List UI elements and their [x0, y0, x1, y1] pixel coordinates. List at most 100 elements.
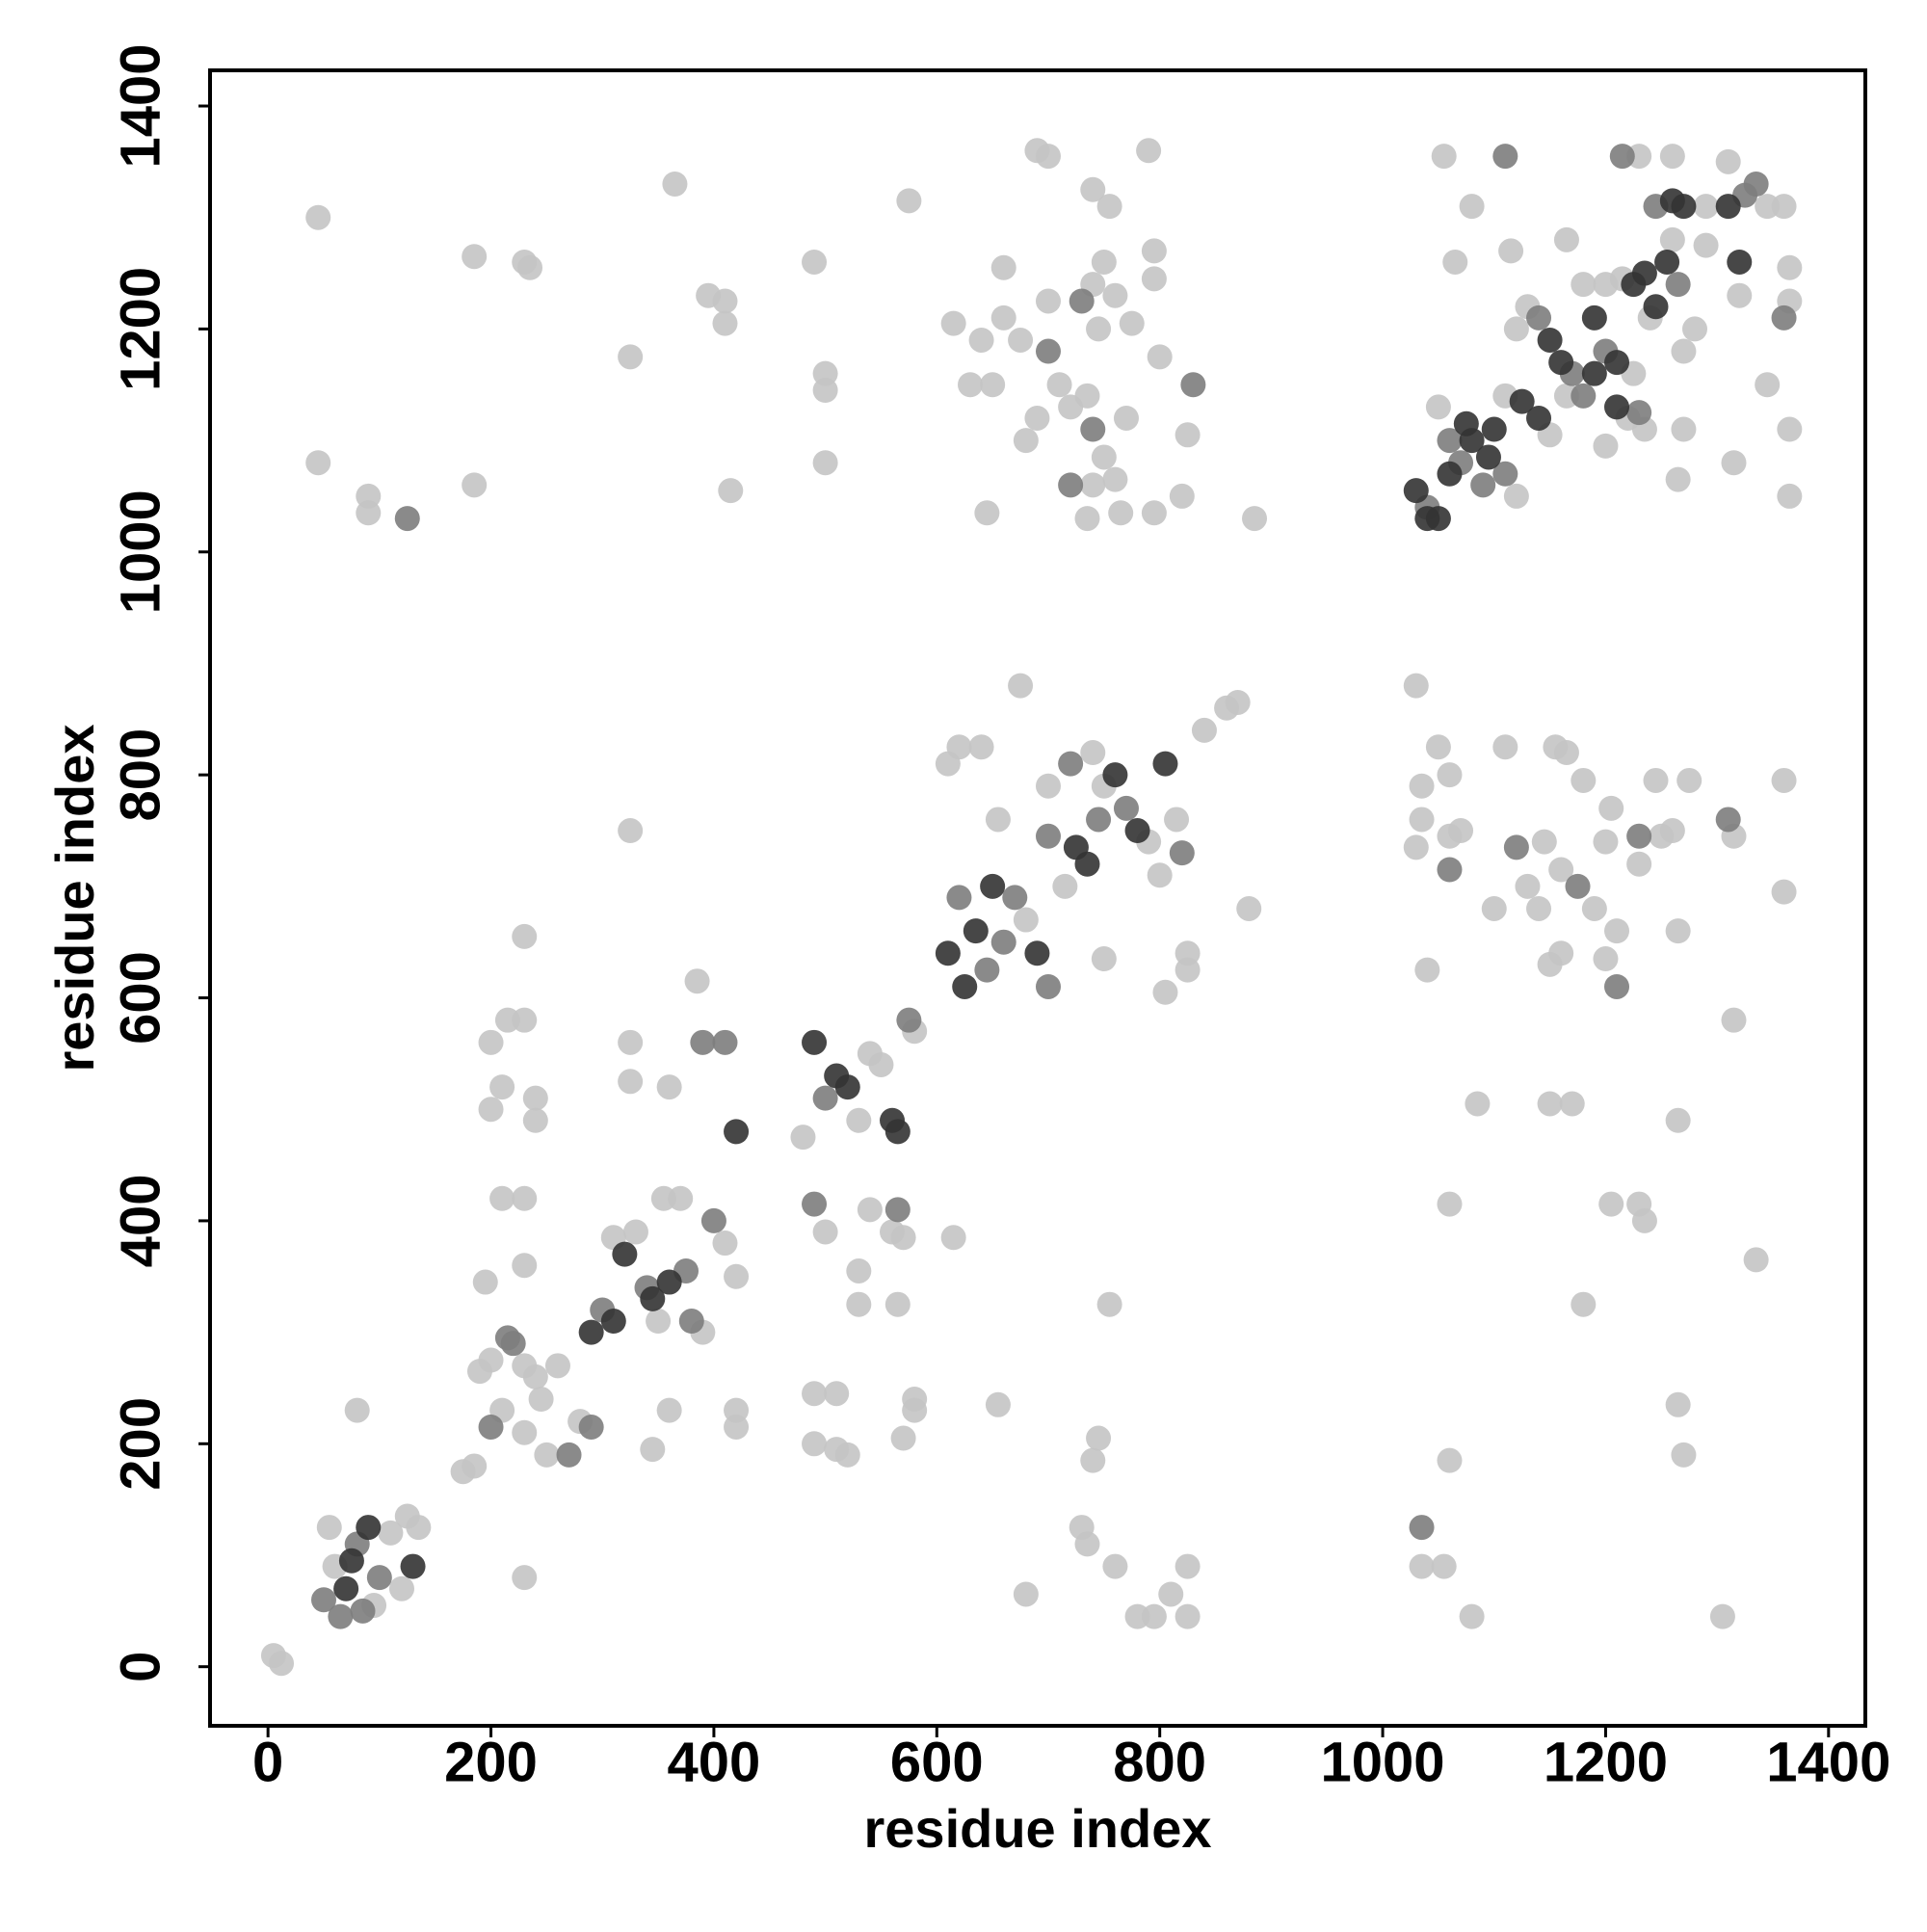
point [1175, 1553, 1201, 1579]
point [1069, 288, 1095, 314]
point [1403, 673, 1429, 699]
point [612, 1241, 638, 1267]
point [1414, 506, 1440, 532]
point [802, 1191, 828, 1217]
point [1086, 1425, 1112, 1451]
point [462, 472, 488, 498]
point [846, 1291, 872, 1317]
point [1609, 144, 1635, 170]
point [690, 1029, 716, 1055]
point [1013, 1581, 1039, 1607]
point [1058, 472, 1084, 498]
point [1559, 1091, 1585, 1117]
point [1437, 461, 1463, 487]
point [968, 734, 994, 760]
y-tick-label: 0 [109, 1652, 172, 1682]
point [1013, 428, 1039, 454]
point [489, 1074, 515, 1100]
point [646, 1309, 672, 1335]
point [1598, 1191, 1624, 1217]
point [1124, 1603, 1150, 1629]
point [622, 1219, 648, 1245]
point [952, 973, 978, 999]
y-axis-title: residue index [44, 724, 105, 1072]
point [1409, 807, 1435, 833]
point [1470, 472, 1496, 498]
point [958, 372, 984, 398]
point [700, 1207, 726, 1233]
point [1465, 1091, 1491, 1117]
point [1715, 807, 1741, 833]
point [1414, 957, 1440, 983]
point [890, 1425, 916, 1451]
point [985, 807, 1011, 833]
point [1492, 734, 1518, 760]
point [1553, 740, 1579, 766]
point [1531, 829, 1557, 855]
point [884, 1119, 911, 1145]
point [1169, 483, 1195, 509]
point [1492, 461, 1518, 487]
point [868, 1051, 894, 1077]
y-tick-label: 1200 [109, 267, 172, 391]
point [902, 1397, 928, 1423]
point [1727, 249, 1753, 275]
y-tick-label: 200 [109, 1397, 172, 1491]
point [940, 310, 966, 336]
point [1175, 1603, 1201, 1629]
point [1537, 1091, 1563, 1117]
point [656, 1074, 682, 1100]
point [311, 1587, 337, 1613]
point [269, 1651, 295, 1677]
point [1548, 857, 1574, 883]
point [974, 500, 1000, 526]
y-tick-label: 600 [109, 951, 172, 1045]
point [512, 1007, 538, 1033]
point [1175, 422, 1201, 448]
point [1074, 1531, 1100, 1557]
point [1715, 148, 1741, 174]
point [812, 378, 838, 404]
point [1593, 272, 1619, 298]
point [1141, 238, 1167, 264]
point [1777, 416, 1803, 442]
point [1593, 946, 1619, 972]
point [1108, 500, 1134, 526]
point [1086, 807, 1112, 833]
x-tick-label: 400 [668, 1731, 761, 1793]
point [1604, 350, 1630, 376]
point [1581, 360, 1607, 386]
point [472, 1269, 498, 1295]
y-tick-label: 1400 [109, 44, 172, 169]
point [1626, 823, 1652, 849]
point [1080, 416, 1106, 442]
point [316, 1515, 342, 1541]
point [1437, 1191, 1463, 1217]
point [1180, 372, 1206, 398]
point [1503, 316, 1529, 342]
point [1721, 1007, 1747, 1033]
point [1515, 873, 1541, 899]
point [1604, 918, 1630, 944]
point [724, 1119, 750, 1145]
point [1581, 304, 1607, 331]
point [1091, 946, 1117, 972]
point [1002, 885, 1028, 911]
point [1593, 433, 1619, 459]
point [1409, 1515, 1435, 1541]
plot-frame [208, 68, 1867, 1728]
point [578, 1319, 604, 1345]
point [640, 1437, 666, 1463]
point [1437, 857, 1463, 883]
point [940, 1225, 966, 1251]
point [512, 923, 538, 949]
point [812, 450, 838, 476]
point [1755, 372, 1781, 398]
point [366, 1565, 392, 1591]
point [1096, 194, 1122, 220]
x-tick-label: 1400 [1766, 1731, 1890, 1793]
point [650, 1185, 676, 1211]
point [1425, 734, 1451, 760]
point [1459, 1603, 1485, 1629]
point [1035, 144, 1061, 170]
